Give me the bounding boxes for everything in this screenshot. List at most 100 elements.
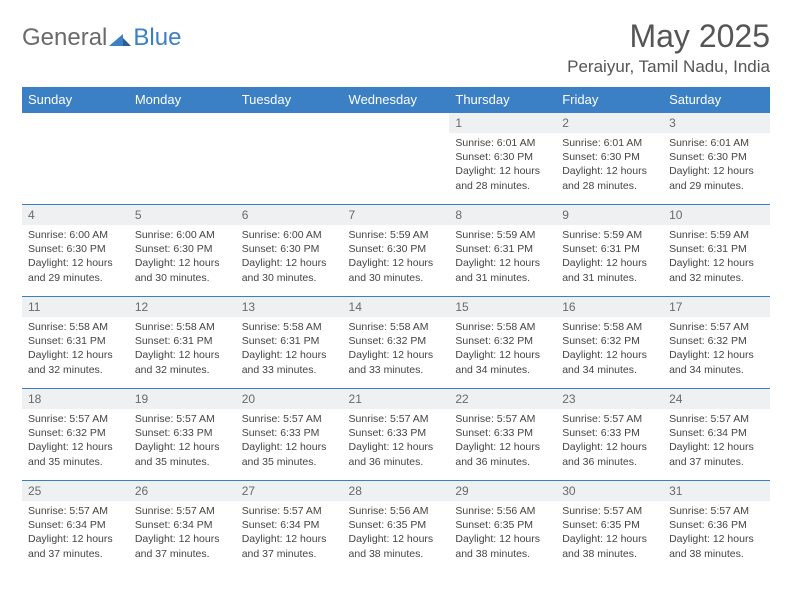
day-data: Sunrise: 5:59 AMSunset: 6:31 PMDaylight:…	[449, 225, 556, 289]
day-data: Sunrise: 5:57 AMSunset: 6:32 PMDaylight:…	[22, 409, 129, 473]
calendar-table: SundayMondayTuesdayWednesdayThursdayFrid…	[22, 87, 770, 573]
day-number: 26	[129, 481, 236, 501]
day-sunrise: Sunrise: 5:56 AM	[455, 504, 550, 518]
day-number: 29	[449, 481, 556, 501]
day-data: Sunrise: 6:01 AMSunset: 6:30 PMDaylight:…	[556, 133, 663, 197]
day-daylight: Daylight: 12 hours and 31 minutes.	[562, 256, 657, 284]
day-data: Sunrise: 5:57 AMSunset: 6:34 PMDaylight:…	[663, 409, 770, 473]
day-data: Sunrise: 5:59 AMSunset: 6:30 PMDaylight:…	[343, 225, 450, 289]
day-daylight: Daylight: 12 hours and 28 minutes.	[562, 164, 657, 192]
day-data: Sunrise: 5:59 AMSunset: 6:31 PMDaylight:…	[556, 225, 663, 289]
calendar-cell: 3Sunrise: 6:01 AMSunset: 6:30 PMDaylight…	[663, 113, 770, 205]
weekday-header: Friday	[556, 87, 663, 113]
day-sunrise: Sunrise: 6:01 AM	[455, 136, 550, 150]
calendar-cell: 11Sunrise: 5:58 AMSunset: 6:31 PMDayligh…	[22, 297, 129, 389]
day-daylight: Daylight: 12 hours and 30 minutes.	[135, 256, 230, 284]
day-sunrise: Sunrise: 5:57 AM	[28, 504, 123, 518]
day-data: Sunrise: 5:57 AMSunset: 6:35 PMDaylight:…	[556, 501, 663, 565]
day-data: Sunrise: 5:58 AMSunset: 6:31 PMDaylight:…	[236, 317, 343, 381]
calendar-cell: 16Sunrise: 5:58 AMSunset: 6:32 PMDayligh…	[556, 297, 663, 389]
day-number: 22	[449, 389, 556, 409]
day-sunrise: Sunrise: 5:57 AM	[242, 412, 337, 426]
calendar-cell	[343, 113, 450, 205]
calendar-cell: 9Sunrise: 5:59 AMSunset: 6:31 PMDaylight…	[556, 205, 663, 297]
day-sunset: Sunset: 6:31 PM	[28, 334, 123, 348]
weekday-header: Thursday	[449, 87, 556, 113]
calendar-cell: 21Sunrise: 5:57 AMSunset: 6:33 PMDayligh…	[343, 389, 450, 481]
day-sunrise: Sunrise: 6:00 AM	[135, 228, 230, 242]
day-sunset: Sunset: 6:32 PM	[28, 426, 123, 440]
day-data: Sunrise: 5:57 AMSunset: 6:33 PMDaylight:…	[129, 409, 236, 473]
day-data: Sunrise: 5:57 AMSunset: 6:33 PMDaylight:…	[236, 409, 343, 473]
weekday-header: Saturday	[663, 87, 770, 113]
day-daylight: Daylight: 12 hours and 35 minutes.	[242, 440, 337, 468]
calendar-week: 4Sunrise: 6:00 AMSunset: 6:30 PMDaylight…	[22, 205, 770, 297]
day-daylight: Daylight: 12 hours and 38 minutes.	[669, 532, 764, 560]
calendar-header-row: SundayMondayTuesdayWednesdayThursdayFrid…	[22, 87, 770, 113]
calendar-cell: 20Sunrise: 5:57 AMSunset: 6:33 PMDayligh…	[236, 389, 343, 481]
calendar-cell: 6Sunrise: 6:00 AMSunset: 6:30 PMDaylight…	[236, 205, 343, 297]
day-data: Sunrise: 6:01 AMSunset: 6:30 PMDaylight:…	[663, 133, 770, 197]
day-daylight: Daylight: 12 hours and 32 minutes.	[669, 256, 764, 284]
day-sunset: Sunset: 6:30 PM	[455, 150, 550, 164]
day-number: 7	[343, 205, 450, 225]
day-data: Sunrise: 5:57 AMSunset: 6:33 PMDaylight:…	[556, 409, 663, 473]
calendar-cell: 19Sunrise: 5:57 AMSunset: 6:33 PMDayligh…	[129, 389, 236, 481]
logo-icon	[109, 28, 131, 48]
day-sunrise: Sunrise: 5:58 AM	[562, 320, 657, 334]
day-number: 24	[663, 389, 770, 409]
calendar-cell	[236, 113, 343, 205]
calendar-cell: 10Sunrise: 5:59 AMSunset: 6:31 PMDayligh…	[663, 205, 770, 297]
day-number: 23	[556, 389, 663, 409]
day-sunset: Sunset: 6:33 PM	[242, 426, 337, 440]
day-sunset: Sunset: 6:33 PM	[135, 426, 230, 440]
day-sunset: Sunset: 6:32 PM	[455, 334, 550, 348]
day-number: 31	[663, 481, 770, 501]
day-daylight: Daylight: 12 hours and 30 minutes.	[349, 256, 444, 284]
day-daylight: Daylight: 12 hours and 33 minutes.	[242, 348, 337, 376]
day-sunset: Sunset: 6:35 PM	[349, 518, 444, 532]
calendar-week: 11Sunrise: 5:58 AMSunset: 6:31 PMDayligh…	[22, 297, 770, 389]
day-data: Sunrise: 5:57 AMSunset: 6:34 PMDaylight:…	[129, 501, 236, 565]
day-daylight: Daylight: 12 hours and 29 minutes.	[28, 256, 123, 284]
day-sunrise: Sunrise: 5:57 AM	[242, 504, 337, 518]
day-number: 4	[22, 205, 129, 225]
day-data: Sunrise: 5:58 AMSunset: 6:31 PMDaylight:…	[129, 317, 236, 381]
day-daylight: Daylight: 12 hours and 29 minutes.	[669, 164, 764, 192]
day-data: Sunrise: 5:58 AMSunset: 6:32 PMDaylight:…	[449, 317, 556, 381]
day-data: Sunrise: 6:00 AMSunset: 6:30 PMDaylight:…	[236, 225, 343, 289]
header: General Blue May 2025 Peraiyur, Tamil Na…	[22, 18, 770, 77]
day-number: 27	[236, 481, 343, 501]
day-sunset: Sunset: 6:33 PM	[349, 426, 444, 440]
month-title: May 2025	[567, 18, 770, 55]
day-number: 3	[663, 113, 770, 133]
day-daylight: Daylight: 12 hours and 35 minutes.	[135, 440, 230, 468]
day-sunset: Sunset: 6:32 PM	[349, 334, 444, 348]
calendar-cell: 18Sunrise: 5:57 AMSunset: 6:32 PMDayligh…	[22, 389, 129, 481]
day-daylight: Daylight: 12 hours and 30 minutes.	[242, 256, 337, 284]
day-daylight: Daylight: 12 hours and 31 minutes.	[455, 256, 550, 284]
day-daylight: Daylight: 12 hours and 37 minutes.	[242, 532, 337, 560]
day-sunset: Sunset: 6:33 PM	[562, 426, 657, 440]
day-data: Sunrise: 5:56 AMSunset: 6:35 PMDaylight:…	[449, 501, 556, 565]
calendar-cell: 24Sunrise: 5:57 AMSunset: 6:34 PMDayligh…	[663, 389, 770, 481]
day-daylight: Daylight: 12 hours and 32 minutes.	[28, 348, 123, 376]
day-daylight: Daylight: 12 hours and 33 minutes.	[349, 348, 444, 376]
day-number: 17	[663, 297, 770, 317]
calendar-cell: 2Sunrise: 6:01 AMSunset: 6:30 PMDaylight…	[556, 113, 663, 205]
calendar-week: 25Sunrise: 5:57 AMSunset: 6:34 PMDayligh…	[22, 481, 770, 573]
day-data: Sunrise: 6:00 AMSunset: 6:30 PMDaylight:…	[22, 225, 129, 289]
calendar-cell: 12Sunrise: 5:58 AMSunset: 6:31 PMDayligh…	[129, 297, 236, 389]
logo-text-2: Blue	[133, 24, 181, 52]
calendar-cell: 14Sunrise: 5:58 AMSunset: 6:32 PMDayligh…	[343, 297, 450, 389]
day-daylight: Daylight: 12 hours and 37 minutes.	[28, 532, 123, 560]
day-number: 6	[236, 205, 343, 225]
day-number: 18	[22, 389, 129, 409]
day-sunset: Sunset: 6:30 PM	[562, 150, 657, 164]
day-number: 11	[22, 297, 129, 317]
day-sunset: Sunset: 6:34 PM	[242, 518, 337, 532]
day-data: Sunrise: 6:00 AMSunset: 6:30 PMDaylight:…	[129, 225, 236, 289]
day-sunrise: Sunrise: 5:57 AM	[669, 504, 764, 518]
calendar-cell: 5Sunrise: 6:00 AMSunset: 6:30 PMDaylight…	[129, 205, 236, 297]
day-sunset: Sunset: 6:30 PM	[349, 242, 444, 256]
